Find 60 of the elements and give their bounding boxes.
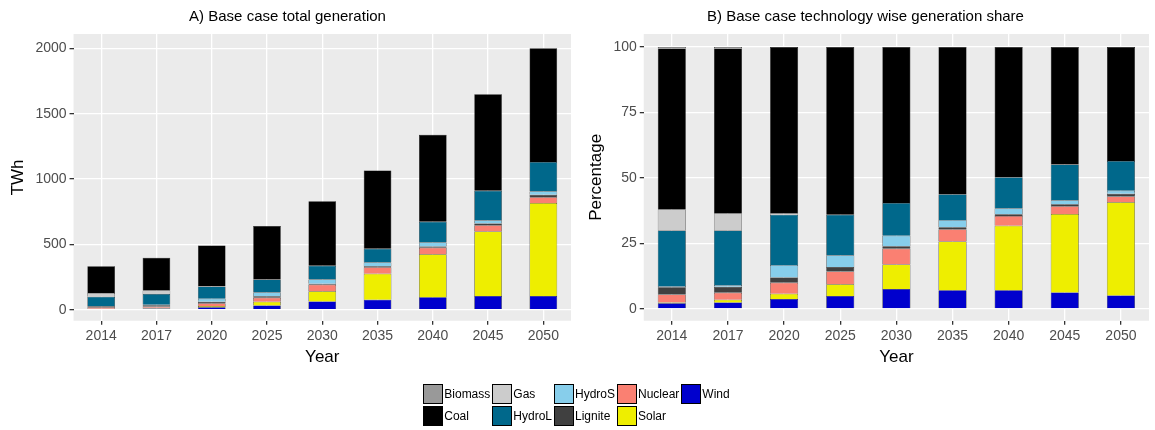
bar (197, 245, 226, 287)
x-axis-title: Year (305, 347, 340, 367)
y-tick-label: 1000 (35, 169, 67, 186)
x-tick-label: 2050 (527, 327, 560, 344)
legend-label: Lignite (574, 409, 611, 423)
bar (1106, 47, 1135, 162)
x-tick-label: 2030 (880, 327, 913, 344)
bar (882, 47, 911, 203)
x-tick-label: 2017 (140, 327, 173, 344)
legend-label: Solar (638, 409, 667, 423)
bar (657, 48, 686, 210)
y-tick-label: 2000 (35, 39, 67, 56)
chart-title: A) Base case total generation (189, 7, 386, 25)
legend-label: Wind (702, 387, 730, 401)
bar (142, 257, 171, 291)
x-tick-label: 2030 (306, 327, 339, 344)
y-tick-label: 25 (621, 234, 637, 251)
legend-label: Nuclear (638, 387, 680, 401)
x-axis-title: Year (879, 347, 914, 367)
bar (826, 47, 855, 215)
y-tick-label: 500 (43, 235, 67, 252)
x-tick-label: 2045 (1049, 327, 1081, 344)
y-axis-title: TWh (7, 159, 27, 196)
bar (474, 94, 502, 191)
y-tick-label: 0 (58, 300, 67, 317)
y-tick-label: 100 (613, 37, 637, 54)
y-axis-title: Percentage (585, 133, 605, 221)
y-tick-label: 0 (628, 299, 637, 316)
x-tick-label: 2014 (656, 327, 688, 344)
bar (770, 47, 799, 214)
x-tick-label: 2040 (417, 327, 449, 344)
y-tick-label: 75 (621, 103, 637, 120)
bar (363, 170, 392, 249)
legend-label: Coal (444, 409, 469, 423)
bar (938, 47, 967, 195)
x-tick-label: 2020 (196, 327, 228, 344)
bar (308, 201, 337, 266)
bar (1050, 47, 1079, 165)
bar (529, 48, 558, 163)
legend-label: HydroL (513, 409, 552, 423)
bar (713, 48, 742, 214)
legend-label: Gas (513, 387, 536, 401)
y-tick-label: 50 (621, 168, 637, 185)
x-tick-label: 2014 (85, 327, 117, 344)
x-tick-label: 2045 (472, 327, 504, 344)
x-tick-label: 2020 (768, 327, 800, 344)
x-tick-label: 2017 (712, 327, 744, 344)
x-tick-label: 2040 (993, 327, 1025, 344)
x-tick-label: 2025 (251, 327, 283, 344)
bar (87, 266, 115, 294)
y-tick-label: 1500 (35, 104, 67, 121)
bar (994, 47, 1023, 178)
bar (253, 226, 281, 280)
x-tick-label: 2035 (936, 327, 969, 344)
legend-label: Biomass (444, 387, 491, 401)
x-tick-label: 2035 (361, 327, 394, 344)
legend-label: HydroS (574, 387, 615, 401)
x-tick-label: 2050 (1105, 327, 1137, 344)
chart-title: B) Base case technology wise generation share (707, 7, 1024, 25)
x-tick-label: 2025 (824, 327, 857, 344)
